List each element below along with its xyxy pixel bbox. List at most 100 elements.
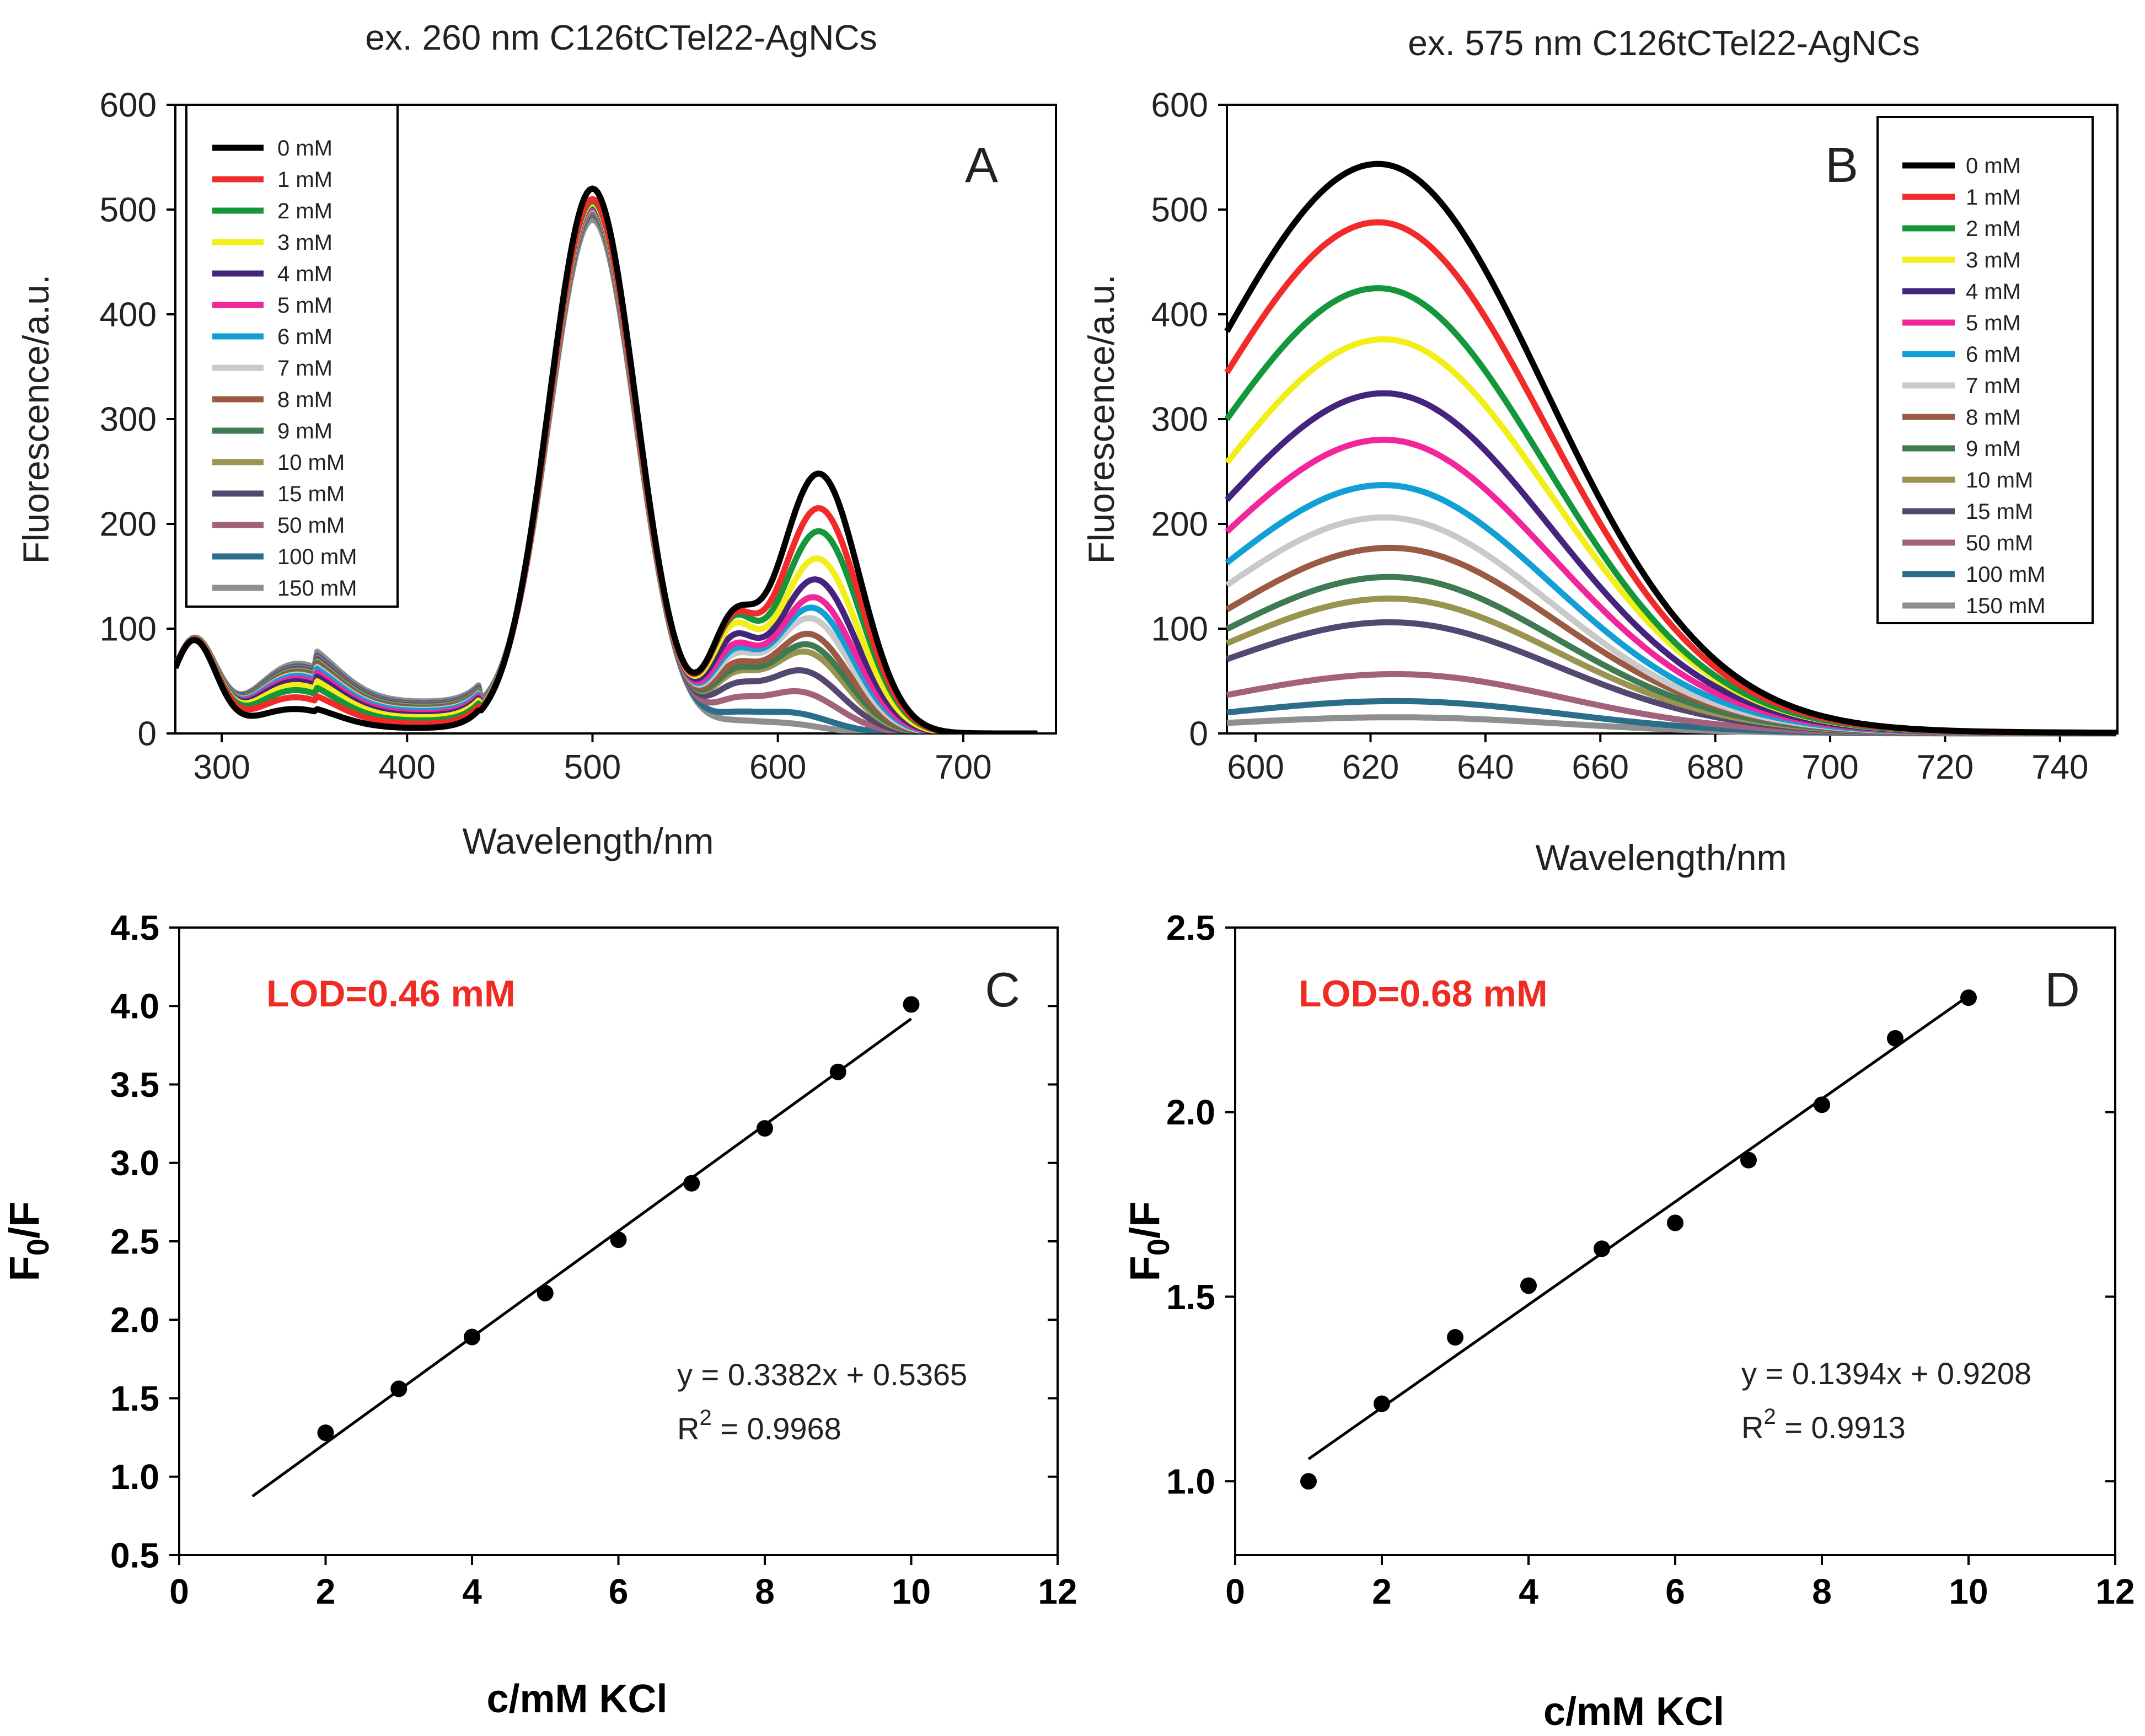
series-group	[1224, 160, 2116, 737]
r-squared: R2 = 0.9913	[1741, 1405, 1906, 1445]
legend-label: 0 mM	[277, 136, 333, 160]
lod-annotation: LOD=0.46 mM	[266, 973, 516, 1015]
y-axis-label-tail: /F	[1122, 1201, 1168, 1239]
x-axis-label: Wavelength/nm	[462, 821, 714, 861]
legend-label: 5 mM	[277, 293, 333, 318]
legend-label: 50 mM	[277, 513, 345, 538]
legend-label: 4 mM	[1966, 280, 2021, 304]
y-axis-label-tail: /F	[1, 1201, 48, 1239]
y-tick-label: 4.0	[110, 987, 159, 1026]
legend-label: 6 mM	[277, 325, 333, 349]
y-tick-label: 100	[100, 610, 157, 649]
y-axis-label-main: F	[1122, 1256, 1168, 1281]
x-tick-label: 620	[1342, 748, 1399, 786]
y-tick-label: 2.0	[110, 1300, 159, 1340]
x-tick-label: 600	[1227, 748, 1284, 786]
data-point	[390, 1380, 407, 1397]
x-tick-label: 640	[1457, 748, 1514, 786]
x-tick-label: 8	[755, 1572, 775, 1611]
series-line-0-mM	[1224, 160, 2116, 736]
regression-line	[1307, 994, 1970, 1460]
x-tick-label: 740	[2031, 748, 2088, 786]
x-tick-label: 300	[193, 748, 250, 786]
panel-label: C	[985, 962, 1020, 1017]
x-tick-label: 6	[609, 1572, 629, 1611]
panel-c: 0 2 4 6 8 10 12 0.5 1.0 1.5 2.0 2.5 3.0 3.5 4.0 4.5 c/mM…	[1, 908, 1077, 1721]
y-tick-label: 0.5	[110, 1535, 159, 1575]
y-tick-label: 1.0	[110, 1457, 159, 1497]
data-point	[1594, 1240, 1610, 1257]
y-tick-label: 0	[1189, 715, 1208, 753]
regression-equation: y = 0.1394x + 0.9208	[1741, 1356, 2031, 1391]
x-tick-label: 12	[1038, 1572, 1077, 1611]
y-tick-label: 1.0	[1166, 1462, 1215, 1502]
y-axis-label-main: F	[1, 1256, 48, 1281]
r-squared-exp: 2	[1763, 1405, 1776, 1429]
y-tick-label: 2.0	[1166, 1092, 1215, 1132]
r-squared-exp: 2	[699, 1406, 711, 1430]
y-tick-label: 0	[138, 715, 157, 753]
y-tick-label: 300	[1151, 401, 1208, 439]
x-tick-label: 10	[892, 1572, 931, 1611]
legend-label: 8 mM	[277, 388, 333, 412]
x-tick-label: 2	[1372, 1572, 1392, 1611]
y-tick-label: 500	[100, 191, 157, 229]
r-squared-value: = 0.9913	[1776, 1410, 1906, 1445]
x-axis-label: c/mM KCl	[1543, 1690, 1724, 1734]
legend-label: 150 mM	[1966, 594, 2046, 618]
legend-label: 2 mM	[1966, 217, 2021, 241]
regression-equation: y = 0.3382x + 0.5365	[677, 1357, 967, 1392]
x-tick-label: 720	[1917, 748, 1974, 786]
panel-label: D	[2045, 962, 2080, 1017]
y-tick-label: 200	[1151, 506, 1208, 544]
y-tick-label: 1.5	[1166, 1277, 1215, 1317]
panel-d: 0 2 4 6 8 10 121.01.52.02.5c/mM KClF0/FDLOD=0.…	[1122, 908, 2135, 1734]
y-tick-label: 1.5	[110, 1379, 159, 1418]
legend-label: 50 mM	[1966, 531, 2033, 555]
panel-label: B	[1825, 138, 1858, 193]
panel-a: 300 400 500 600 700 0 100 200 300 400 500 600 ex. 26…	[15, 18, 1057, 861]
data-point	[317, 1424, 334, 1442]
legend-box	[1876, 116, 2094, 624]
legend-label: 10 mM	[277, 451, 345, 475]
y-axis-label: F0/F	[1, 1201, 55, 1281]
y-tick-label: 200	[100, 506, 157, 544]
data-point	[1960, 989, 1977, 1006]
y-tick-label: 400	[100, 296, 157, 334]
y-tick-label: 300	[100, 401, 157, 439]
x-tick-label: 660	[1572, 748, 1629, 786]
legend-label: 1 mM	[277, 168, 333, 192]
panel-b: 600 620 640 660 680 700 720 740 0 100 200 300 400 500…	[1081, 23, 2119, 878]
data-point	[1447, 1329, 1463, 1346]
data-point	[829, 1063, 846, 1080]
y-axis-label: Fluorescence/a.u.	[15, 275, 56, 564]
legend-label: 4 mM	[277, 262, 333, 286]
legend-label: 100 mM	[277, 545, 357, 569]
y-tick-label: 3.5	[110, 1065, 159, 1105]
chart-title: ex. 575 nm C126tCTel22-AgNCs	[1408, 23, 1919, 63]
y-tick-label: 600	[1151, 87, 1208, 125]
x-tick-label: 4	[1519, 1572, 1538, 1611]
x-tick-label: 4	[462, 1572, 482, 1611]
regression-line	[251, 1017, 912, 1498]
y-tick-label: 4.5	[110, 908, 159, 947]
legend-box	[185, 104, 399, 608]
x-tick-label: 0	[1225, 1572, 1245, 1611]
legend-label: 9 mM	[1966, 437, 2021, 461]
r-squared-value: = 0.9968	[712, 1411, 841, 1446]
series-group	[175, 185, 1038, 733]
x-tick-label: 680	[1687, 748, 1744, 786]
data-point	[1887, 1030, 1903, 1047]
y-axis-label-sub: 0	[1141, 1239, 1176, 1256]
data-point	[1300, 1473, 1317, 1490]
y-axis-label: F0/F	[1122, 1201, 1176, 1281]
data-point	[464, 1328, 480, 1346]
data-point	[1814, 1096, 1830, 1113]
x-tick-label: 10	[1949, 1572, 1988, 1611]
x-tick-label: 600	[749, 748, 806, 786]
legend-label: 7 mM	[277, 356, 333, 381]
y-tick-label: 100	[1151, 610, 1208, 649]
legend-label: 150 mM	[277, 576, 357, 601]
legend-label: 3 mM	[1966, 248, 2021, 272]
x-tick-label: 2	[316, 1572, 336, 1611]
